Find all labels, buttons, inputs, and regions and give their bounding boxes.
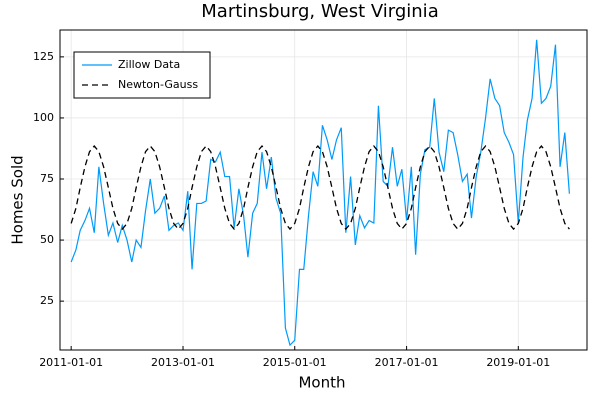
- x-tick-label: 2013-01-01: [151, 356, 215, 369]
- data-line: [70, 145, 570, 231]
- x-tick-label: 2011-01-01: [39, 356, 103, 369]
- x-tick-label: 2019-01-01: [486, 356, 550, 369]
- data-line: [70, 39, 570, 347]
- plot-frame: [59, 29, 588, 351]
- y-tick-label: 50: [40, 233, 54, 246]
- y-tick-label: 75: [40, 172, 54, 185]
- chart-title: Martinsburg, West Virginia: [201, 1, 438, 22]
- legend-label: Zillow Data: [118, 58, 180, 71]
- y-tick-label: 25: [40, 294, 54, 307]
- y-axis-label: Homes Sold: [9, 155, 27, 244]
- y-tick-label: 100: [33, 111, 54, 124]
- x-tick-label: 2015-01-01: [263, 356, 327, 369]
- x-axis-label: Month: [298, 374, 345, 392]
- legend-label: Newton-Gauss: [118, 78, 198, 91]
- y-tick-label: 125: [33, 50, 54, 63]
- legend-box: [73, 51, 211, 99]
- x-tick-label: 2017-01-01: [375, 356, 439, 369]
